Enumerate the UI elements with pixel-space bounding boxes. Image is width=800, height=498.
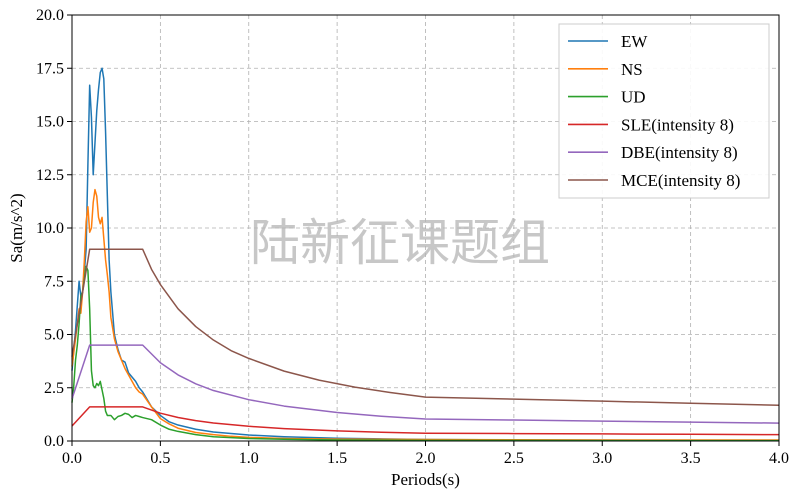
legend-label: NS <box>621 60 643 79</box>
y-tick-label: 5.0 <box>44 327 64 344</box>
x-tick-label: 1.5 <box>327 450 347 467</box>
series-line-ns <box>71 188 779 441</box>
watermark-text: 陆新征课题组 <box>250 214 550 272</box>
legend-box <box>558 23 770 199</box>
series-line-dbe-intensity-8 <box>71 344 780 424</box>
x-tick-label: 2.5 <box>504 450 524 467</box>
y-tick-label: 10.0 <box>36 220 64 237</box>
x-tick-label: 3.0 <box>592 450 612 467</box>
x-axis-label: Periods(s) <box>391 470 460 489</box>
y-tick-label: 7.5 <box>44 273 64 290</box>
axis-ticks: 0.0 0.5 1.0 1.5 2.0 2.5 3.0 3.5 4.0 0.0 2.5 5.0 7.5 1… <box>36 7 789 467</box>
y-axis-label: Sa(m/s^2) <box>7 193 26 262</box>
x-tick-label: 3.5 <box>681 450 701 467</box>
legend-label: SLE(intensity 8) <box>621 115 734 134</box>
y-tick-label: 15.0 <box>36 114 64 131</box>
watermark-layer: 陆新征课题组 <box>250 214 550 272</box>
x-tick-label: 2.0 <box>416 450 436 467</box>
legend-label: UD <box>621 88 646 107</box>
series-line-sle-intensity-8 <box>71 406 780 436</box>
legend-label: EW <box>621 32 648 51</box>
legend: EW NS UD SLE(intensity 8) DBE(intensity 8) MC… <box>558 23 770 199</box>
y-tick-label: 0.0 <box>44 433 64 450</box>
y-tick-label: 20.0 <box>36 7 64 24</box>
legend-label: MCE(intensity 8) <box>621 171 740 190</box>
series-layer <box>71 67 780 442</box>
x-tick-label: 1.0 <box>239 450 259 467</box>
x-tick-label: 4.0 <box>769 450 789 467</box>
series-line-mce-intensity-8 <box>71 248 780 406</box>
legend-label: DBE(intensity 8) <box>621 143 738 162</box>
y-tick-label: 12.5 <box>36 167 64 184</box>
x-tick-label: 0.5 <box>150 450 170 467</box>
y-tick-label: 2.5 <box>44 380 64 397</box>
x-tick-label: 0.0 <box>62 450 82 467</box>
y-tick-label: 17.5 <box>36 60 64 77</box>
